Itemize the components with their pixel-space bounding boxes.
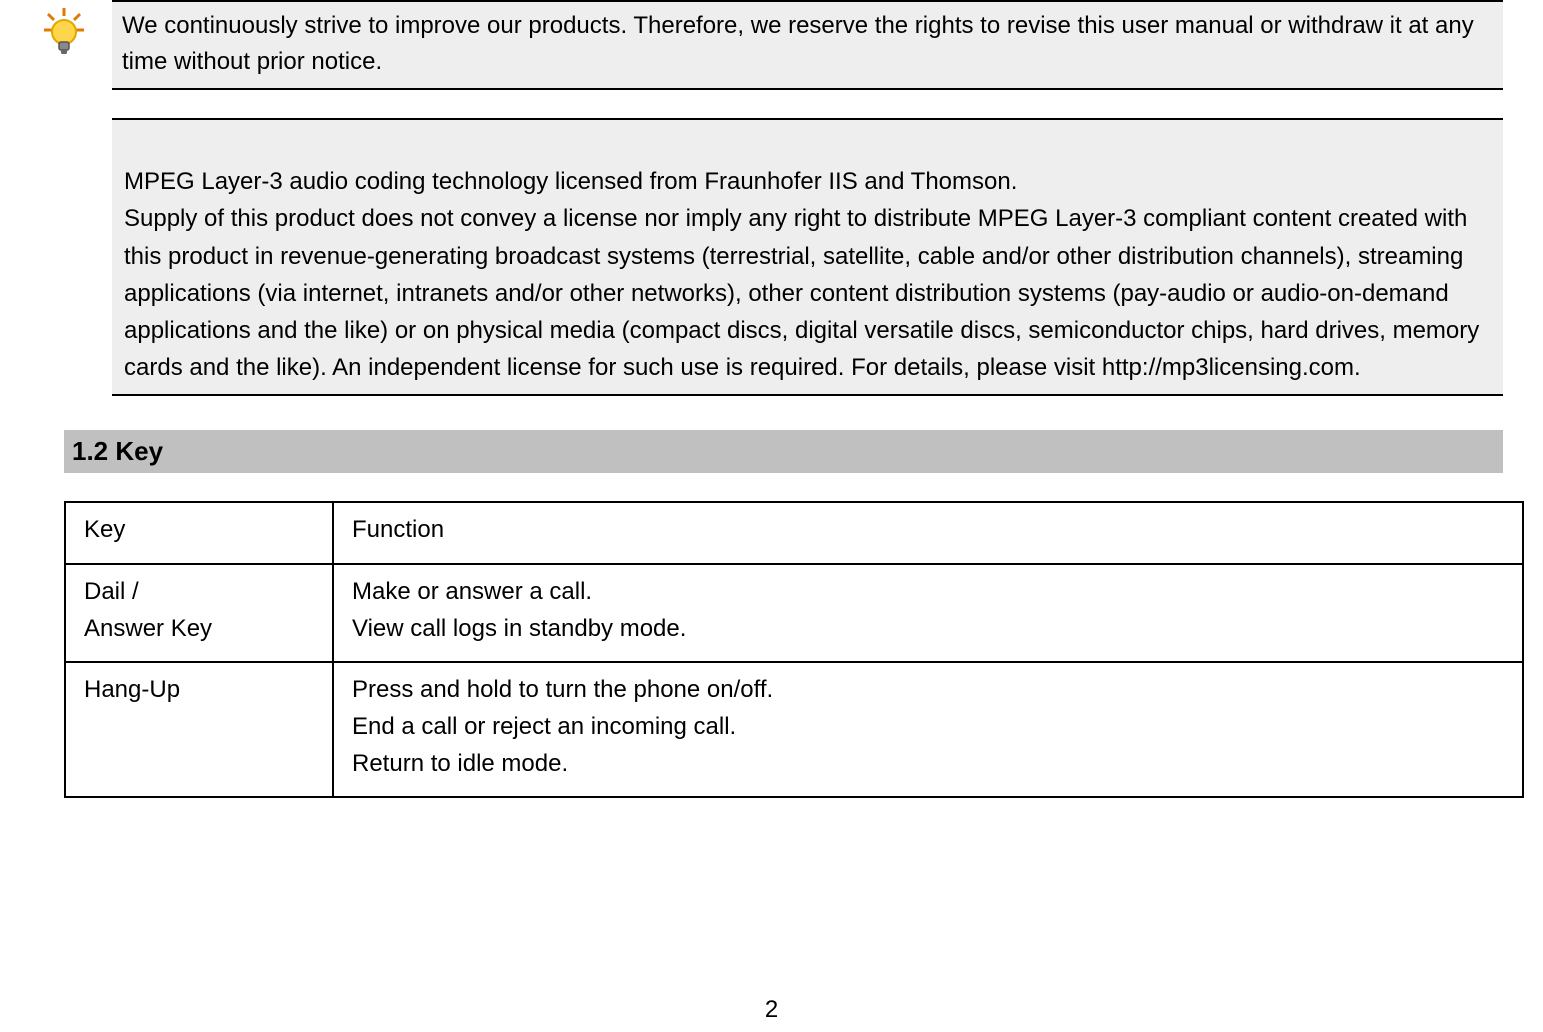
lightbulb-icon [40, 4, 88, 60]
table-cell-function: Press and hold to turn the phone on/off.… [333, 662, 1523, 798]
section-heading-text: 1.2 Key [72, 436, 163, 466]
table-header-key: Key [65, 502, 333, 563]
table-header-row: Key Function [65, 502, 1523, 563]
document-page: We continuously strive to improve our pr… [0, 0, 1543, 1032]
license-wrapper: MPEG Layer-3 audio coding technology lic… [40, 118, 1503, 396]
section-heading: 1.2 Key [64, 430, 1503, 473]
table-cell-key: Dail / Answer Key [65, 564, 333, 662]
table-cell-function: Make or answer a call. View call logs in… [333, 564, 1523, 662]
table-row: Dail / Answer Key Make or answer a call.… [65, 564, 1523, 662]
note-row: We continuously strive to improve our pr… [40, 0, 1503, 90]
mpeg-license-text: MPEG Layer-3 audio coding technology lic… [124, 168, 1479, 381]
table-cell-key: Hang-Up [65, 662, 333, 798]
page-number: 2 [0, 996, 1543, 1024]
revision-notice-box: We continuously strive to improve our pr… [112, 0, 1503, 90]
table-row: Hang-Up Press and hold to turn the phone… [65, 662, 1523, 798]
revision-notice-text: We continuously strive to improve our pr… [122, 12, 1474, 75]
key-function-table: Key Function Dail / Answer Key Make or a… [64, 501, 1524, 798]
mpeg-license-box: MPEG Layer-3 audio coding technology lic… [112, 118, 1503, 396]
table-header-function: Function [333, 502, 1523, 563]
